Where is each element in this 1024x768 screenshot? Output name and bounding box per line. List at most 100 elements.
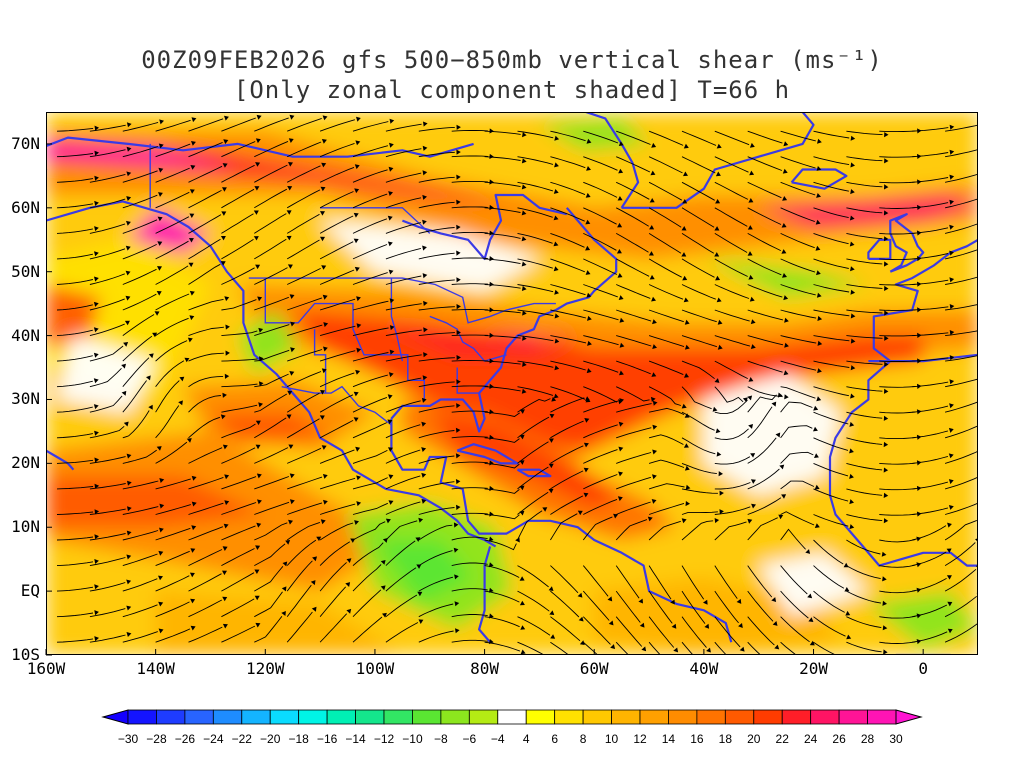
streamline-arrow bbox=[389, 349, 395, 355]
streamline bbox=[648, 616, 675, 648]
streamline-arrow bbox=[186, 438, 192, 443]
streamline-arrow bbox=[422, 273, 428, 279]
streamline-arrow bbox=[320, 390, 325, 395]
streamline-arrow bbox=[651, 142, 657, 148]
streamline-arrow bbox=[455, 479, 461, 485]
streamline bbox=[385, 501, 421, 515]
lat-label: EQ bbox=[20, 581, 40, 601]
streamline bbox=[56, 561, 94, 567]
lon-label: 160W bbox=[26, 659, 66, 678]
colorbar-swatch bbox=[497, 709, 527, 725]
streamline-arrow bbox=[224, 474, 230, 480]
streamline bbox=[517, 590, 550, 612]
lon-label: 140W bbox=[136, 659, 175, 678]
streamline-arrow bbox=[221, 211, 227, 216]
streamline-arrow bbox=[619, 317, 625, 323]
streamline-arrow bbox=[703, 599, 708, 605]
streamline bbox=[945, 378, 978, 388]
streamline bbox=[451, 588, 488, 592]
streamline-arrow bbox=[225, 350, 230, 356]
streamline-arrow bbox=[916, 613, 922, 619]
streamline-arrow bbox=[782, 273, 787, 278]
streamline-arrow bbox=[948, 479, 954, 485]
streamline bbox=[385, 400, 421, 413]
streamline bbox=[451, 180, 488, 183]
streamline-arrow bbox=[719, 509, 724, 515]
streamline-arrow bbox=[222, 570, 227, 576]
streamline bbox=[648, 156, 683, 174]
shear-region bbox=[46, 476, 266, 528]
colorbar-swatch bbox=[611, 709, 641, 725]
streamline bbox=[616, 452, 652, 464]
streamline bbox=[56, 329, 93, 337]
streamline-arrow bbox=[126, 632, 132, 637]
streamline bbox=[418, 630, 454, 643]
colorbar-swatch bbox=[639, 709, 669, 725]
streamline bbox=[155, 380, 180, 413]
streamline-arrow bbox=[282, 561, 288, 567]
streamline bbox=[846, 411, 883, 419]
streamline-arrow bbox=[917, 204, 922, 210]
streamline bbox=[122, 170, 158, 183]
streamline bbox=[89, 425, 125, 439]
streamline bbox=[254, 522, 288, 541]
streamline bbox=[648, 360, 684, 376]
streamline-arrow bbox=[94, 636, 99, 642]
streamline-arrow bbox=[456, 149, 461, 155]
streamline bbox=[352, 121, 389, 132]
streamline-arrow bbox=[387, 215, 393, 221]
streamline bbox=[89, 124, 126, 132]
streamline bbox=[780, 232, 815, 249]
streamline-arrow bbox=[319, 415, 325, 420]
streamline-arrow bbox=[882, 600, 887, 606]
map-plot-area[interactable] bbox=[46, 112, 978, 655]
streamline-arrow bbox=[683, 171, 688, 177]
streamline-arrow bbox=[748, 424, 753, 429]
streamline-arrow bbox=[224, 115, 229, 121]
streamline bbox=[648, 258, 682, 278]
streamline-arrow bbox=[949, 330, 955, 336]
streamline-arrow bbox=[771, 597, 777, 602]
streamline bbox=[286, 611, 313, 643]
streamline bbox=[221, 188, 255, 209]
streamline-arrow bbox=[94, 509, 100, 515]
streamline bbox=[615, 565, 640, 599]
streamline bbox=[550, 232, 585, 248]
streamline-arrow bbox=[542, 507, 548, 512]
streamline-arrow bbox=[712, 406, 718, 412]
streamline-arrow bbox=[258, 402, 263, 408]
streamline bbox=[714, 207, 748, 227]
streamline-arrow bbox=[415, 537, 421, 542]
streamline bbox=[286, 521, 321, 541]
lat-label: 60N bbox=[11, 197, 40, 217]
streamline bbox=[780, 258, 816, 273]
streamline bbox=[451, 461, 488, 464]
streamline bbox=[484, 539, 517, 551]
streamline bbox=[418, 126, 455, 132]
streamline-arrow bbox=[355, 446, 361, 452]
streamline bbox=[418, 306, 455, 311]
streamline bbox=[188, 298, 224, 311]
streamline bbox=[287, 267, 321, 285]
streamline-arrow bbox=[289, 294, 295, 299]
streamline-arrow bbox=[748, 198, 754, 203]
streamline bbox=[254, 393, 288, 413]
streamline-arrow bbox=[649, 225, 655, 230]
streamline-arrow bbox=[124, 320, 130, 326]
colorbar-label: −22 bbox=[231, 732, 252, 746]
streamline-arrow bbox=[845, 610, 851, 616]
shear-region bbox=[237, 310, 299, 374]
streamline-arrow bbox=[388, 500, 394, 505]
streamline-arrow bbox=[884, 261, 889, 267]
streamline-arrow bbox=[489, 307, 494, 313]
streamline bbox=[550, 590, 580, 618]
streamline-arrow bbox=[577, 510, 583, 516]
streamline bbox=[615, 258, 650, 277]
streamline bbox=[89, 248, 126, 260]
streamline bbox=[681, 437, 716, 455]
streamline bbox=[451, 385, 488, 388]
streamline-arrow bbox=[738, 623, 743, 628]
streamline bbox=[813, 258, 849, 269]
streamline bbox=[813, 411, 849, 425]
streamline bbox=[681, 590, 706, 624]
